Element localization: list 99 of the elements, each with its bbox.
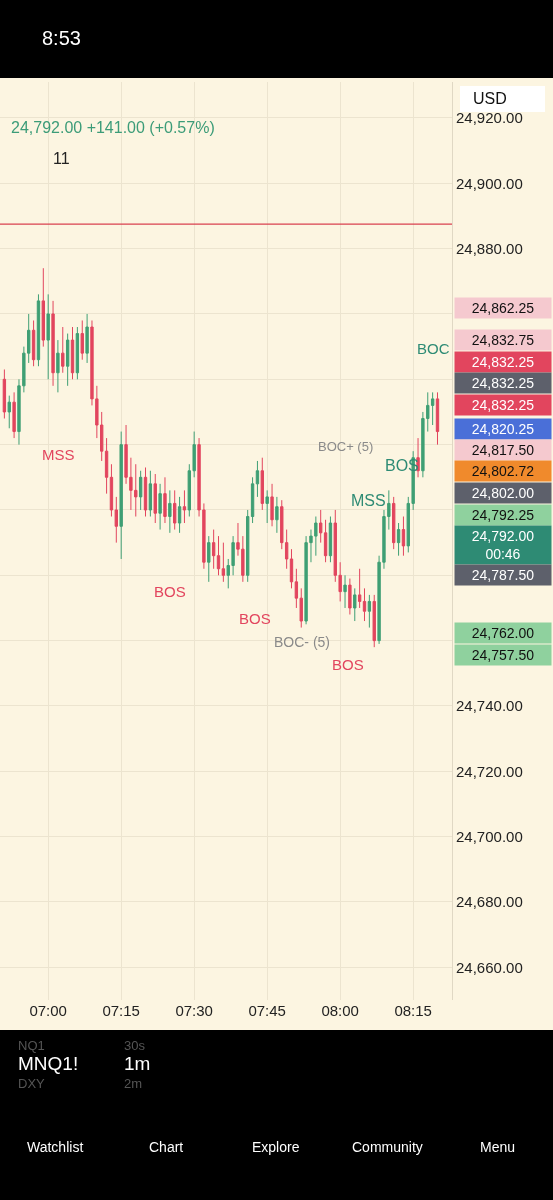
- candlestick: [56, 339, 60, 393]
- x-tick-label: 07:00: [29, 1002, 67, 1019]
- candlestick: [435, 391, 440, 446]
- candlestick: [2, 368, 7, 419]
- text: 24,792.00 +141.00 (+0.57%): [11, 119, 215, 136]
- y-tick-label: 24,680.00: [456, 893, 523, 911]
- text: Menu: [480, 1139, 516, 1155]
- y-tick-label: 24,880.00: [456, 239, 523, 257]
- candlestick: [392, 496, 396, 550]
- annotation: BOC+ (5): [318, 439, 374, 454]
- text: 24,802.72: [471, 463, 535, 479]
- y-tick-label: 24,660.00: [456, 958, 523, 976]
- text: 24,792.00 00:46: [471, 527, 535, 563]
- candlestick: [85, 313, 89, 364]
- candlestick: [138, 470, 143, 511]
- text: Chart: [149, 1139, 184, 1155]
- candlestick: [163, 476, 167, 524]
- text: 2m: [124, 1076, 143, 1091]
- candlestick: [401, 516, 406, 557]
- candlestick: [362, 587, 367, 622]
- candlestick: [31, 319, 36, 367]
- annotation: BOC: [417, 340, 450, 357]
- candlestick: [367, 594, 372, 629]
- candlestick: [372, 594, 376, 648]
- text: 24,832.25: [471, 375, 535, 391]
- x-tick-label: 07:30: [175, 1002, 213, 1019]
- candlestick: [260, 457, 264, 511]
- text: 30s: [124, 1038, 146, 1053]
- y-tick-label: 24,720.00: [456, 762, 523, 780]
- candlestick: [173, 489, 177, 531]
- candlestick: [153, 473, 157, 524]
- candlestick: [51, 300, 55, 387]
- text: 1m: [124, 1053, 151, 1074]
- candlestick: [41, 267, 45, 348]
- text: USD: [473, 90, 507, 107]
- x-tick-label: 07:45: [248, 1002, 286, 1019]
- candlestick: [168, 489, 172, 534]
- candlestick: [207, 535, 211, 583]
- candlestick: [221, 542, 226, 583]
- candlestick: [143, 466, 148, 517]
- annotation: MSS: [42, 446, 75, 463]
- candlestick: [65, 333, 70, 387]
- text: 24,832.75: [471, 332, 535, 348]
- candlestick: [216, 535, 221, 576]
- candlestick: [211, 529, 216, 570]
- candlestick: [265, 489, 269, 524]
- text: 24,802.00: [471, 485, 535, 501]
- candlestick: [270, 483, 274, 527]
- y-tick-label: 24,700.00: [456, 827, 523, 845]
- text: 24,762.00: [471, 625, 535, 641]
- text: 24,832.25: [471, 397, 535, 413]
- candlestick: [46, 293, 50, 380]
- candlestick: [61, 326, 65, 374]
- text: MNQ1!: [18, 1053, 79, 1074]
- text: 24,792.25: [471, 507, 535, 523]
- text: DXY: [18, 1076, 46, 1091]
- text: 24,757.50: [471, 647, 535, 663]
- candlestick: [182, 489, 187, 524]
- candlestick: [70, 326, 75, 380]
- candlestick: [7, 395, 11, 429]
- text: Watchlist: [27, 1139, 84, 1155]
- text: 24,862.25: [471, 300, 535, 316]
- candlestick: [75, 326, 80, 380]
- text: 24,820.25: [471, 421, 535, 437]
- candlestick: [158, 483, 162, 531]
- text: 8:53: [42, 27, 81, 49]
- text: NQ1: [18, 1038, 45, 1053]
- annotation: BOS: [239, 610, 271, 627]
- annotation: 11: [53, 150, 70, 167]
- candlestick: [328, 516, 333, 563]
- candlestick: [348, 578, 352, 616]
- text: 24,787.50: [471, 567, 535, 583]
- text: 24,832.25: [471, 354, 535, 370]
- y-tick-label: 24,900.00: [456, 174, 523, 192]
- candlestick: [148, 470, 153, 517]
- x-tick-label: 08:00: [321, 1002, 359, 1019]
- candlestick: [119, 431, 123, 560]
- candlestick: [36, 293, 41, 367]
- candlestick: [396, 522, 401, 557]
- annotation: BOS: [332, 656, 364, 673]
- y-tick-label: 24,740.00: [456, 697, 523, 715]
- candlestick: [177, 496, 182, 534]
- candlestick: [353, 587, 357, 622]
- x-tick-label: 07:15: [102, 1002, 140, 1019]
- x-tick-label: 08:15: [394, 1002, 432, 1019]
- text: Community: [352, 1139, 423, 1155]
- y-tick-label: 24,920.00: [456, 109, 523, 127]
- candlestick: [289, 548, 294, 589]
- candlestick: [12, 391, 16, 439]
- candlestick: [275, 496, 279, 534]
- candlestick: [80, 319, 84, 361]
- text: 24,817.50: [471, 442, 535, 458]
- candlestick: [343, 574, 347, 609]
- annotation: BOC- (5): [274, 634, 330, 650]
- annotation: BOS: [154, 583, 186, 600]
- text: Explore: [252, 1139, 300, 1155]
- annotation: MSS: [351, 492, 386, 509]
- candlestick: [255, 460, 260, 498]
- candlestick: [357, 568, 362, 609]
